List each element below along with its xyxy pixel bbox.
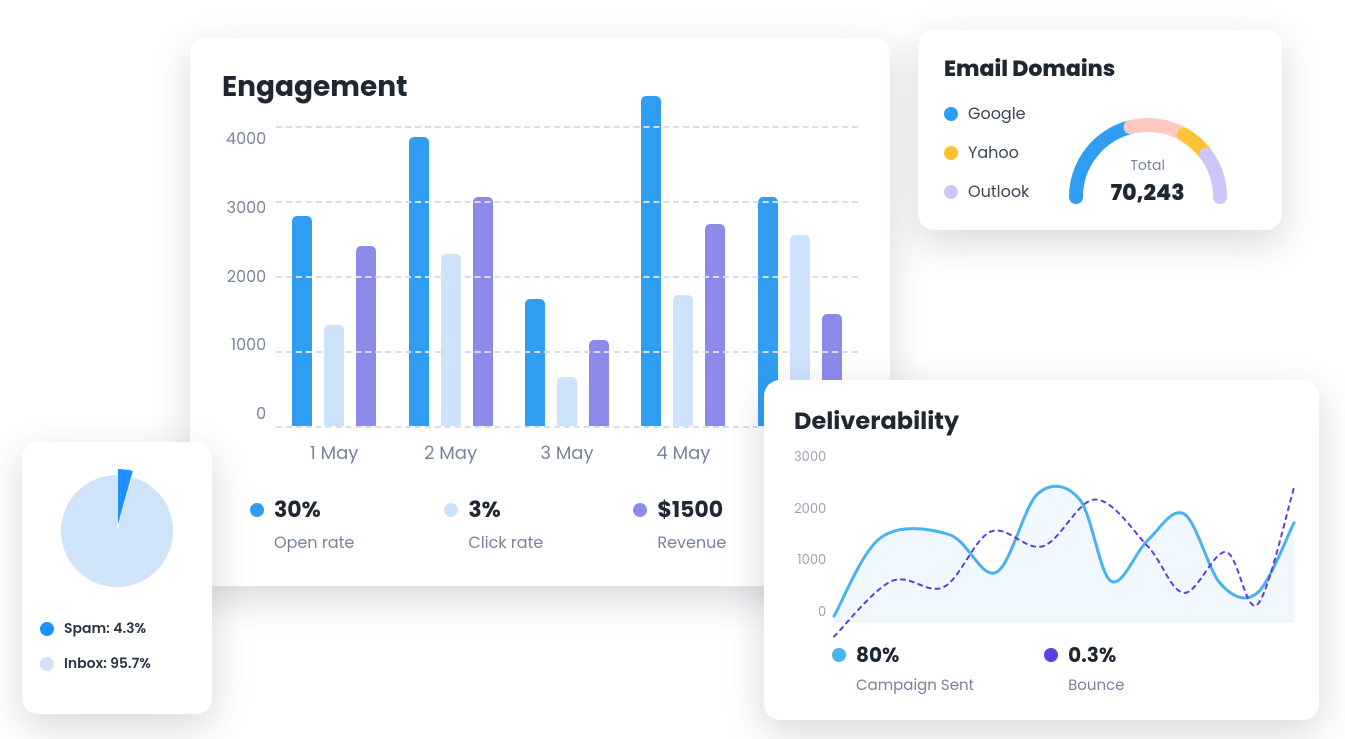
- email-domains-card: Email Domains Google Yahoo Outlook Total 7…: [918, 30, 1282, 230]
- legend-item: 3% Click rate: [444, 493, 543, 555]
- engagement-plot-area: [276, 126, 858, 426]
- bar: [292, 216, 312, 426]
- email-domains-legend: Google Yahoo Outlook: [944, 97, 1029, 217]
- engagement-title: Engagement: [222, 66, 858, 108]
- legend-label: Revenue: [657, 530, 726, 555]
- y-tick-label: 2000: [794, 499, 826, 519]
- x-tick-label: 2 May: [392, 440, 508, 467]
- legend-item: Google: [944, 101, 1029, 126]
- legend-item: 80% Campaign Sent: [832, 640, 974, 697]
- legend-dot-icon: [40, 657, 54, 671]
- y-tick-label: 0: [794, 602, 826, 622]
- gridline: [276, 351, 858, 353]
- deliverability-card: Deliverability 3000 2000 1000 0 80% Campaign…: [764, 380, 1319, 720]
- deliverability-plot-area: [834, 447, 1294, 622]
- spam-inbox-card: Spam: 4.3% Inbox: 95.7%: [22, 442, 212, 714]
- y-tick-label: 2000: [226, 264, 266, 289]
- legend-dot-icon: [633, 503, 647, 517]
- legend-label: Outlook: [968, 179, 1029, 204]
- x-tick-label: 1 May: [276, 440, 392, 467]
- legend-dot-icon: [832, 648, 846, 662]
- bar: [409, 137, 429, 426]
- bar: [705, 224, 725, 427]
- legend-dot-icon: [944, 146, 958, 160]
- legend-value: 80%: [856, 640, 899, 670]
- legend-dot-icon: [944, 185, 958, 199]
- legend-label: Campaign Sent: [856, 674, 974, 697]
- legend-item: 30% Open rate: [250, 493, 354, 555]
- bar: [673, 295, 693, 426]
- gauge-segment: [1130, 125, 1183, 135]
- bar: [441, 254, 461, 427]
- bar: [356, 246, 376, 426]
- y-tick-label: 4000: [226, 126, 266, 151]
- y-tick-label: 0: [226, 401, 266, 426]
- legend-dot-icon: [944, 107, 958, 121]
- deliverability-legend: 80% Campaign Sent 0.3% Bounce: [832, 640, 1289, 697]
- email-domains-title: Email Domains: [944, 52, 1256, 85]
- gauge-total-label: Total: [1111, 155, 1185, 176]
- bar: [557, 377, 577, 426]
- spam-pie-chart: [40, 466, 194, 596]
- legend-label: Spam: 4.3%: [64, 618, 146, 639]
- gridline: [276, 276, 858, 278]
- gridline: [276, 201, 858, 203]
- email-domains-gauge: Total 70,243: [1039, 97, 1256, 217]
- bar: [473, 197, 493, 426]
- gridline: [276, 126, 858, 128]
- legend-value: 30%: [274, 493, 321, 526]
- legend-label: Click rate: [468, 530, 543, 555]
- y-tick-label: 3000: [226, 195, 266, 220]
- y-tick-label: 1000: [794, 550, 826, 570]
- legend-label: Google: [968, 101, 1026, 126]
- legend-dot-icon: [1044, 648, 1058, 662]
- y-tick-label: 1000: [226, 332, 266, 357]
- legend-dot-icon: [40, 622, 54, 636]
- bar: [324, 325, 344, 426]
- legend-value: 0.3%: [1068, 640, 1116, 670]
- gauge-segment: [1206, 155, 1220, 197]
- line-series-fill: [834, 486, 1294, 622]
- legend-item: 0.3% Bounce: [1044, 640, 1124, 697]
- legend-item: Yahoo: [944, 140, 1029, 165]
- legend-item: $1500 Revenue: [633, 493, 726, 555]
- bar: [641, 96, 661, 426]
- legend-item: Outlook: [944, 179, 1029, 204]
- legend-item: Inbox: 95.7%: [40, 653, 194, 674]
- legend-value: $1500: [657, 493, 723, 526]
- x-tick-label: 3 May: [509, 440, 625, 467]
- legend-label: Yahoo: [968, 140, 1019, 165]
- x-tick-label: 4 May: [625, 440, 741, 467]
- bar: [525, 299, 545, 427]
- deliverability-title: Deliverability: [794, 404, 1289, 439]
- deliverability-chart: 3000 2000 1000 0: [794, 447, 1289, 622]
- deliverability-y-axis: 3000 2000 1000 0: [794, 447, 834, 622]
- pie-slice: [61, 475, 173, 587]
- engagement-y-axis: 4000 3000 2000 1000 0: [226, 126, 276, 426]
- spam-pie-legend: Spam: 4.3% Inbox: 95.7%: [40, 618, 194, 674]
- legend-label: Bounce: [1068, 674, 1124, 697]
- legend-item: Spam: 4.3%: [40, 618, 194, 639]
- gauge-total-value: 70,243: [1111, 176, 1185, 209]
- legend-label: Inbox: 95.7%: [64, 653, 151, 674]
- y-tick-label: 3000: [794, 447, 826, 467]
- legend-value: 3%: [468, 493, 500, 526]
- engagement-barchart: 40003000200010000 1 May2 May3 May4 May5 …: [222, 126, 858, 467]
- legend-label: Open rate: [274, 530, 354, 555]
- gauge-center: Total 70,243: [1111, 155, 1185, 209]
- legend-dot-icon: [444, 503, 458, 517]
- legend-dot-icon: [250, 503, 264, 517]
